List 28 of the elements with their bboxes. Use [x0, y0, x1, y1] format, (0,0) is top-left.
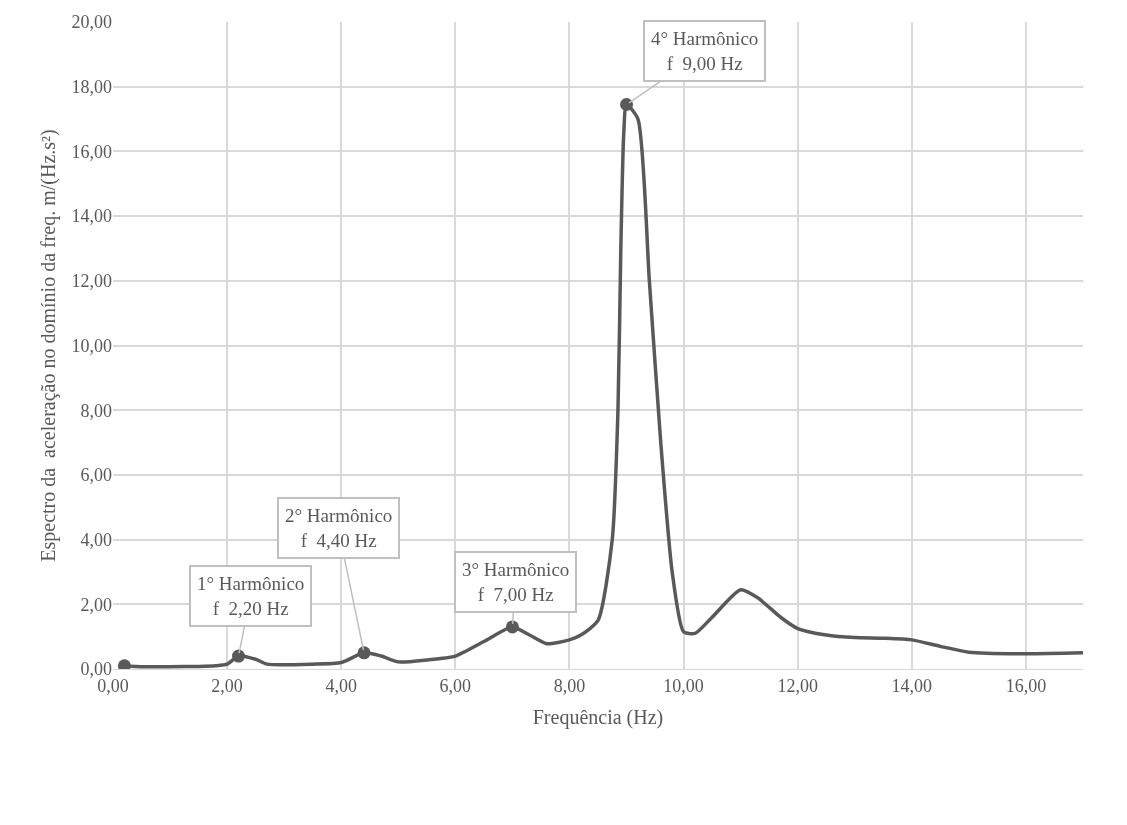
- x-tick-label: 12,00: [777, 675, 818, 696]
- y-tick-label: 4,00: [80, 529, 112, 550]
- point: [357, 646, 371, 660]
- y-tick-label: 18,00: [71, 77, 112, 97]
- y-tick-label: 8,00: [80, 400, 112, 421]
- point: [620, 97, 634, 111]
- annotation: 3° Harmônico f 7,00 Hz: [462, 559, 570, 605]
- x-axis-title: Frequência (Hz): [532, 706, 664, 730]
- x-tick-label: 16,00: [1005, 675, 1047, 696]
- y-tick-label: 16,00: [71, 141, 112, 162]
- x-tick-label: 6,00: [439, 675, 472, 696]
- y-tick-label: 14,00: [71, 206, 112, 227]
- point: [505, 620, 519, 634]
- x-tick-label: 14,00: [891, 675, 933, 696]
- annotation: 4° Harmônico f 9,00 Hz: [651, 28, 759, 74]
- y-tick-label: 12,00: [71, 271, 112, 292]
- x-tick-label: 8,00: [553, 675, 586, 696]
- x-tick-label: 10,00: [663, 675, 704, 696]
- y-tick-label: 10,00: [71, 335, 112, 356]
- point: [232, 649, 246, 663]
- y-axis-title: Espectro da aceleração no domínio da freq. m/(Hz.s²): [37, 129, 60, 562]
- x-tick-label: 2,00: [211, 675, 243, 696]
- y-tick-label: 6,00: [80, 465, 112, 486]
- annotation: 2° Harmônico f 4,40 Hz: [285, 505, 393, 551]
- y-tick-label: 2,00: [80, 594, 112, 615]
- x-tick-label: 4,00: [325, 675, 357, 696]
- annotation: 1° Harmônico f 2,20 Hz: [197, 573, 305, 619]
- y-tick-label: 20,00: [71, 12, 112, 33]
